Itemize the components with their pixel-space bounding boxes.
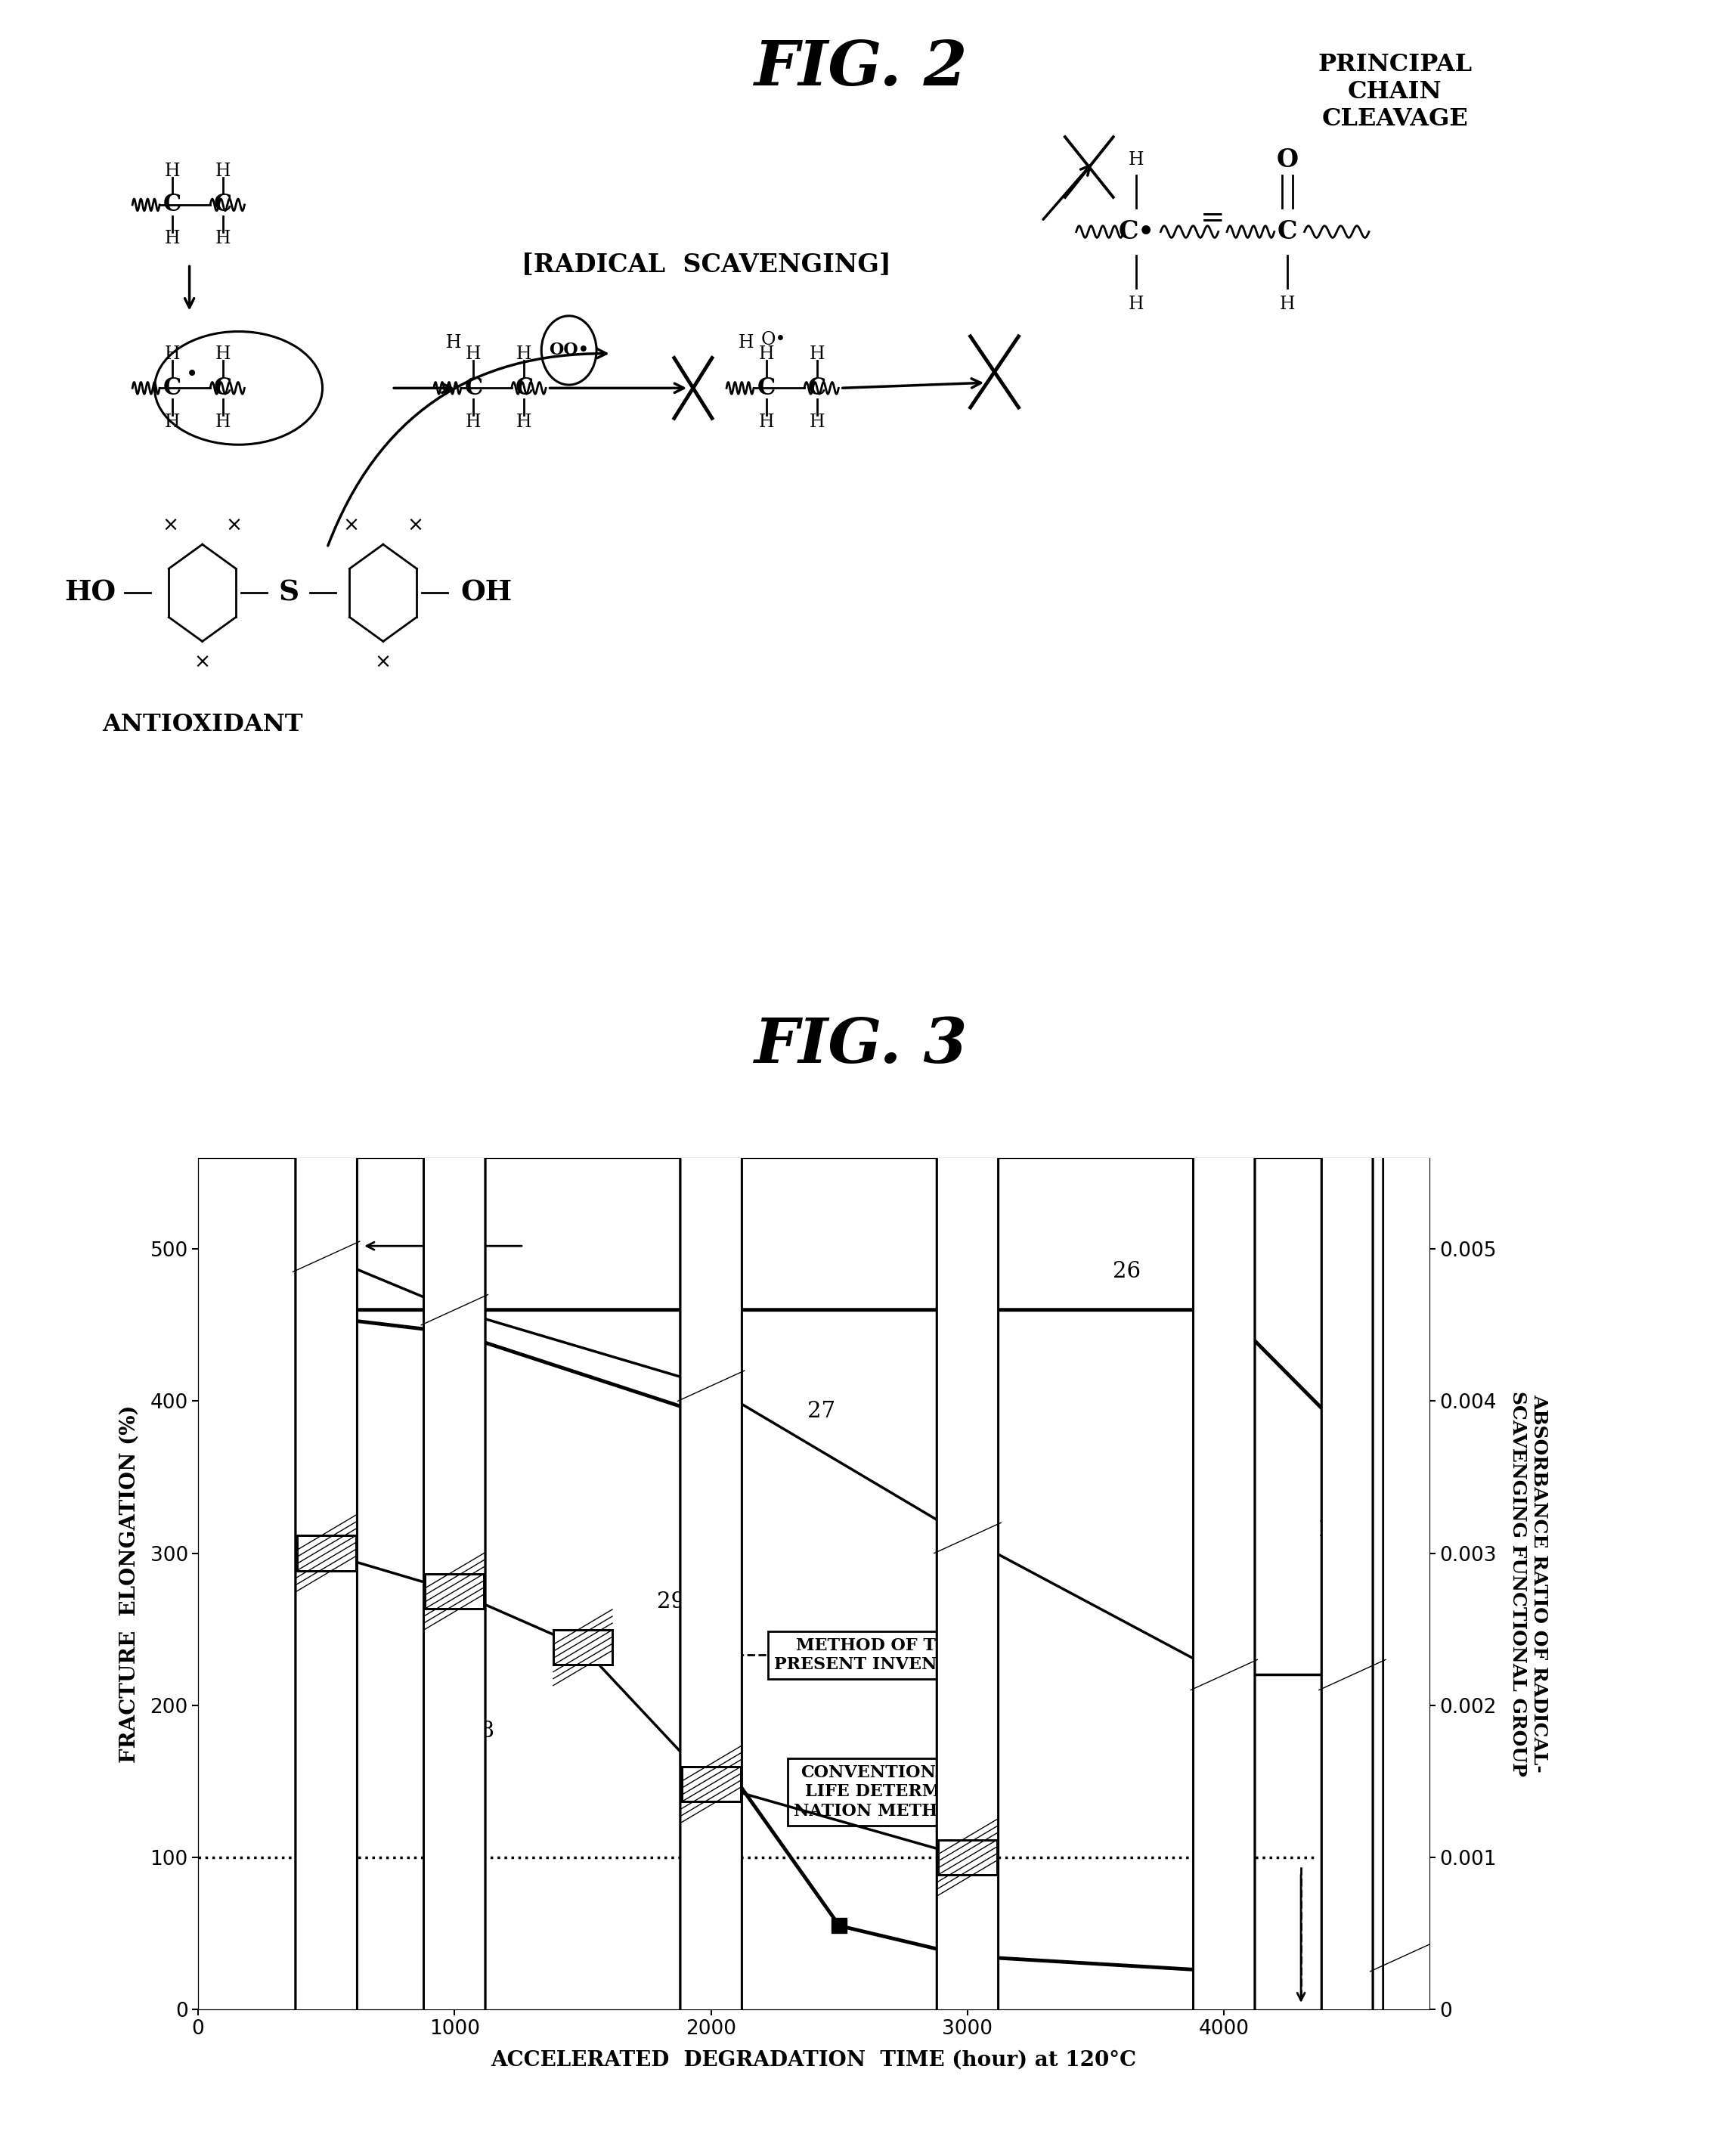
Text: 28: 28	[467, 1720, 494, 1742]
Circle shape	[296, 0, 356, 2156]
Y-axis label: FRACTURE  ELONGATION (%): FRACTURE ELONGATION (%)	[119, 1404, 139, 1764]
Text: ×: ×	[343, 515, 360, 537]
Text: FIG. 3: FIG. 3	[754, 1015, 968, 1076]
Text: O•: O•	[761, 330, 787, 349]
Text: FIG. 2: FIG. 2	[754, 37, 968, 99]
Text: PRINCIPAL
CHAIN
CLEAVAGE: PRINCIPAL CHAIN CLEAVAGE	[1317, 54, 1472, 129]
Text: OH: OH	[461, 580, 511, 606]
Text: C: C	[164, 377, 181, 399]
Text: C: C	[808, 377, 827, 399]
Bar	[938, 1839, 997, 1876]
Text: ×: ×	[226, 515, 243, 537]
Text: C: C	[214, 194, 232, 216]
Text: S: S	[279, 580, 298, 606]
Text: H: H	[467, 414, 480, 431]
Text: 29: 29	[658, 1591, 685, 1613]
Bar	[425, 1574, 484, 1608]
Text: ×: ×	[162, 515, 179, 537]
Text: H: H	[165, 162, 179, 179]
Text: [RADICAL  SCAVENGING]: [RADICAL SCAVENGING]	[522, 252, 890, 276]
Text: H: H	[759, 345, 773, 362]
Bar	[425, 1574, 484, 1608]
X-axis label: ACCELERATED  DEGRADATION  TIME (hour) at 120°C: ACCELERATED DEGRADATION TIME (hour) at 1…	[491, 2050, 1137, 2070]
Text: B: B	[1319, 1520, 1336, 1542]
Text: H: H	[1130, 295, 1143, 313]
Text: CONVENTIONAL
LIFE DETERMI-
NATION METHOD: CONVENTIONAL LIFE DETERMI- NATION METHOD	[794, 1764, 966, 1820]
Text: H: H	[215, 162, 231, 179]
Bar	[553, 1630, 613, 1664]
Circle shape	[937, 0, 999, 2156]
Text: C: C	[515, 377, 534, 399]
Circle shape	[1321, 0, 1383, 2156]
Text: H: H	[1130, 151, 1143, 168]
Bar	[296, 1535, 356, 1572]
Text: H: H	[809, 414, 825, 431]
Y-axis label: ABSORBANCE RATIO OF RADICAL-
SCAVENGING FUNCTIONAL GROUP: ABSORBANCE RATIO OF RADICAL- SCAVENGING …	[1508, 1391, 1548, 1777]
Text: O: O	[1276, 147, 1298, 172]
Text: H: H	[759, 414, 773, 431]
Text: H: H	[517, 345, 532, 362]
Circle shape	[1193, 0, 1255, 2156]
Text: HO: HO	[65, 580, 115, 606]
Text: H: H	[165, 414, 179, 431]
Text: C: C	[758, 377, 775, 399]
Text: H: H	[215, 345, 231, 362]
Text: •: •	[186, 364, 198, 386]
Bar	[553, 1630, 613, 1664]
Text: H: H	[809, 345, 825, 362]
Text: ANTIOXIDANT: ANTIOXIDANT	[102, 714, 303, 735]
Text: ×: ×	[375, 653, 391, 673]
Text: ×: ×	[195, 653, 210, 673]
Text: C: C	[1278, 220, 1297, 244]
Text: A: A	[689, 1636, 706, 1658]
Text: 26: 26	[1112, 1261, 1140, 1283]
Text: C•: C•	[1119, 220, 1154, 244]
Text: H: H	[739, 334, 754, 351]
Bar	[682, 1766, 740, 1802]
Circle shape	[1372, 0, 1434, 2156]
Text: H: H	[446, 334, 461, 351]
Text: H: H	[215, 414, 231, 431]
Text: METHOD OF THE
PRESENT INVENTION: METHOD OF THE PRESENT INVENTION	[773, 1636, 987, 1673]
Text: C: C	[465, 377, 482, 399]
Text: H: H	[215, 231, 231, 248]
Text: 27: 27	[808, 1401, 835, 1423]
Text: OO•: OO•	[549, 343, 589, 358]
Text: H: H	[165, 231, 179, 248]
Bar	[296, 1535, 356, 1572]
Bar	[682, 1766, 740, 1802]
Text: H: H	[1279, 295, 1295, 313]
Bar	[938, 1839, 997, 1876]
Text: C: C	[164, 194, 181, 216]
Text: C: C	[214, 377, 232, 399]
Text: ×: ×	[406, 515, 424, 537]
Text: H: H	[467, 345, 480, 362]
Circle shape	[424, 0, 486, 2156]
Text: H: H	[517, 414, 532, 431]
Circle shape	[680, 0, 742, 2156]
Text: =: =	[1200, 205, 1224, 233]
Text: H: H	[165, 345, 179, 362]
